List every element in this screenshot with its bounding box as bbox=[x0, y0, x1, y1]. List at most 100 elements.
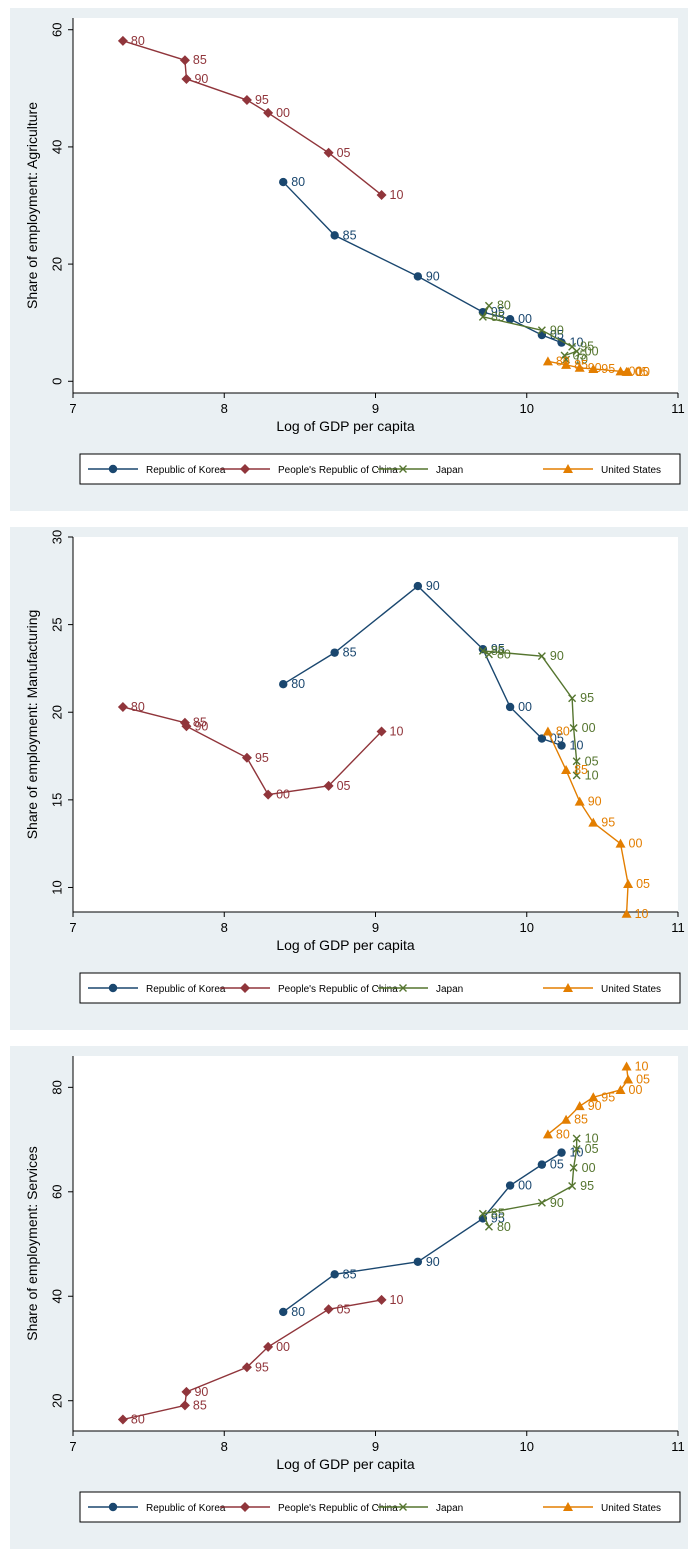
data-point bbox=[279, 679, 288, 689]
x-tick-label: 9 bbox=[372, 920, 379, 935]
data-point bbox=[557, 1148, 566, 1157]
legend: Republic of Korea People's Republic of Ch… bbox=[79, 453, 681, 485]
data-point bbox=[179, 717, 190, 728]
data-point-label: 00 bbox=[629, 1083, 643, 1097]
y-tick-label: 60 bbox=[50, 1185, 65, 1199]
y-tick-label: 30 bbox=[50, 530, 65, 544]
legend-swatch-marker bbox=[240, 1502, 250, 1512]
x-axis-title: Log of GDP per capita bbox=[276, 1456, 414, 1472]
data-point bbox=[621, 1061, 632, 1071]
data-point bbox=[537, 1160, 547, 1169]
data-point-label: 90 bbox=[194, 72, 208, 86]
data-point bbox=[574, 796, 585, 806]
data-point bbox=[179, 1400, 190, 1411]
legend-label: Japan bbox=[436, 465, 463, 476]
data-point-label: 95 bbox=[601, 362, 615, 376]
y-tick-label: 40 bbox=[50, 1289, 65, 1303]
data-point bbox=[542, 1129, 553, 1139]
data-point-label: 00 bbox=[582, 1161, 596, 1175]
data-point-label: 80 bbox=[131, 34, 145, 48]
data-point-label: 00 bbox=[585, 344, 599, 358]
legend-label: Japan bbox=[436, 984, 463, 995]
data-point-label: 00 bbox=[276, 106, 290, 120]
legend-label: People's Republic of China bbox=[278, 1503, 398, 1514]
chart-manufacturing: 7 8 9 10 11 10 15 20 25 30 Log of GDP per capita Sh… bbox=[24, 530, 685, 1004]
data-point bbox=[537, 652, 546, 661]
data-point bbox=[484, 301, 493, 310]
data-point-label: 85 bbox=[491, 644, 505, 658]
data-point bbox=[574, 1101, 585, 1111]
x-tick-label: 10 bbox=[520, 1439, 534, 1454]
data-point-label: 85 bbox=[574, 1113, 588, 1127]
data-point-label: 90 bbox=[426, 1255, 440, 1269]
data-point bbox=[279, 1307, 288, 1317]
legend-swatch-marker bbox=[563, 1502, 573, 1511]
y-tick-label: 40 bbox=[50, 140, 65, 154]
y-tick-label: 80 bbox=[50, 1080, 65, 1094]
x-tick-label: 10 bbox=[520, 920, 534, 935]
legend-label: Japan bbox=[436, 1503, 463, 1514]
data-point-label: 80 bbox=[291, 677, 305, 691]
data-point-label: 95 bbox=[255, 93, 269, 107]
x-tick-label: 11 bbox=[671, 401, 685, 416]
data-point-label: 00 bbox=[276, 1340, 290, 1354]
data-point bbox=[181, 73, 192, 84]
legend: Republic of Korea People's Republic of Ch… bbox=[79, 972, 681, 1004]
data-point bbox=[376, 189, 387, 200]
x-tick-label: 10 bbox=[520, 401, 534, 416]
data-point bbox=[263, 107, 274, 118]
data-point bbox=[330, 231, 339, 240]
data-point bbox=[241, 95, 252, 106]
data-point bbox=[376, 1294, 387, 1305]
data-point-label: 80 bbox=[556, 725, 570, 739]
data-point bbox=[537, 1198, 546, 1207]
data-point-label: 05 bbox=[337, 146, 351, 160]
legend-swatch-marker bbox=[108, 1502, 118, 1512]
data-point bbox=[179, 55, 190, 66]
legend-swatch-marker bbox=[240, 983, 250, 993]
data-point bbox=[484, 650, 493, 659]
data-point-label: 10 bbox=[390, 725, 404, 739]
x-tick-label: 7 bbox=[69, 401, 76, 416]
data-point-label: 90 bbox=[426, 579, 440, 593]
data-point-label: 00 bbox=[582, 721, 596, 735]
data-point-label: 05 bbox=[550, 1158, 564, 1172]
data-point bbox=[263, 1341, 274, 1352]
data-point-label: 10 bbox=[636, 365, 650, 379]
data-point-label: 90 bbox=[550, 323, 564, 337]
data-point-label: 10 bbox=[635, 907, 649, 921]
data-point bbox=[615, 1084, 626, 1094]
data-point bbox=[557, 741, 566, 750]
data-point-label: 85 bbox=[491, 1207, 505, 1221]
data-point bbox=[569, 724, 578, 732]
data-point bbox=[279, 177, 288, 187]
data-point bbox=[263, 789, 274, 800]
data-point-label: 85 bbox=[343, 1267, 357, 1281]
plot-area bbox=[73, 1056, 678, 1431]
chart-panel-manufacturing: 7 8 9 10 11 10 15 20 25 30 Log of GDP per capita Sh… bbox=[10, 527, 688, 1030]
data-point bbox=[413, 272, 423, 281]
legend-swatch-marker bbox=[399, 465, 407, 473]
x-tick-label: 8 bbox=[221, 920, 228, 935]
data-point-label: 10 bbox=[574, 353, 588, 367]
data-point bbox=[413, 1257, 423, 1266]
data-point-label: 95 bbox=[255, 1360, 269, 1374]
data-point-label: 00 bbox=[276, 788, 290, 802]
y-tick-label: 20 bbox=[50, 705, 65, 719]
legend-swatch-marker bbox=[108, 464, 118, 474]
legend-label: People's Republic of China bbox=[278, 984, 398, 995]
data-point-label: 85 bbox=[343, 228, 357, 242]
legend-swatch-marker bbox=[399, 984, 407, 992]
data-point-label: 10 bbox=[390, 1293, 404, 1307]
x-tick-label: 9 bbox=[372, 1439, 379, 1454]
data-point bbox=[117, 35, 128, 46]
data-point-label: 05 bbox=[337, 779, 351, 793]
chart-services: 7 8 9 10 11 20 40 60 80 Log of GDP per capita Shar… bbox=[24, 1056, 685, 1523]
data-point-label: 90 bbox=[194, 719, 208, 733]
data-point bbox=[537, 326, 546, 335]
